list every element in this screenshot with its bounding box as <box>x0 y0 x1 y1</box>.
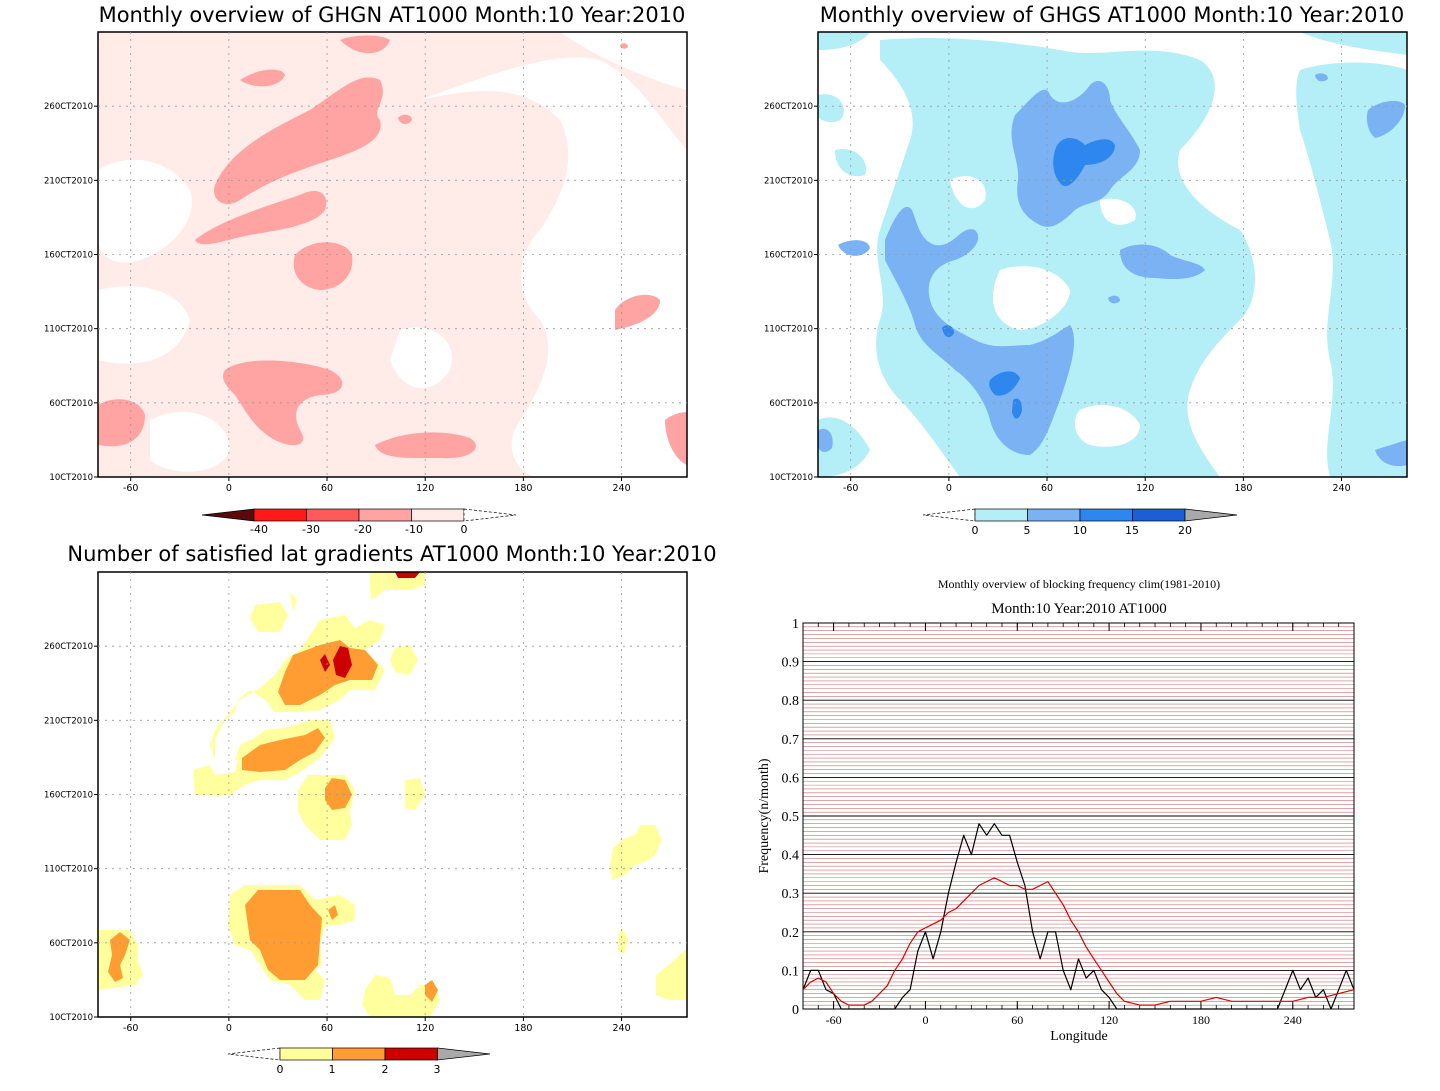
gradients-cbar-label: 3 <box>434 1063 441 1076</box>
x-tick-label: 240 <box>612 483 630 494</box>
ghgs-cbar-label: 10 <box>1073 524 1087 537</box>
y-tick-label: 160CT2010 <box>44 791 93 801</box>
y-tick-label: 160CT2010 <box>44 251 93 261</box>
x-tick-label: -60 <box>123 1023 139 1034</box>
blocking-ticks: 0 0.1 0.2 0.3 0.4 0.5 0.6 0.7 0.8 0.9 1 -60 0 60 120 18… <box>782 617 1355 1027</box>
ghgs-cbar-label: 0 <box>972 524 979 537</box>
ghgn-title: Monthly overview of GHGN AT1000 Month:10… <box>99 3 686 27</box>
ghgs-cbar-label: 15 <box>1125 524 1139 537</box>
y-tick-label: 60CT2010 <box>769 399 813 409</box>
x-tick-label: 180 <box>514 483 532 494</box>
blocking-subtitle: Month:10 Year:2010 AT1000 <box>991 601 1166 617</box>
ghgs-panel: Monthly overview of GHGS AT1000 Month:10… <box>764 3 1408 537</box>
gradients-panel: Number of satisfied lat gradients AT1000… <box>44 542 717 1076</box>
y-tick-label: 260CT2010 <box>764 102 813 112</box>
x-tick-label: 60 <box>1041 483 1053 494</box>
gradients-title: Number of satisfied lat gradients AT1000… <box>67 542 716 566</box>
x-tick-label: 0 <box>922 1013 928 1027</box>
y-tick-label: 160CT2010 <box>764 251 813 261</box>
x-tick-label: 180 <box>1234 483 1252 494</box>
blocking-title: Monthly overview of blocking frequency c… <box>938 577 1220 591</box>
x-tick-label: 240 <box>1332 483 1350 494</box>
series-red-line <box>802 877 1355 1006</box>
blocking-frequency-panel: Monthly overview of blocking frequency c… <box>757 577 1355 1044</box>
x-tick-label: 120 <box>416 483 434 494</box>
gradients-cbar-label: 1 <box>329 1063 336 1076</box>
blocking-minor-grid <box>803 626 1354 1006</box>
gradients-cbar-label: 2 <box>382 1063 389 1076</box>
ghgn-cbar-highend <box>463 508 517 522</box>
x-tick-label: 0 <box>946 483 952 494</box>
y-tick-label: 260CT2010 <box>44 102 93 112</box>
y-tick-label: 110CT2010 <box>44 325 93 335</box>
x-tick-label: 0 <box>226 1023 232 1034</box>
x-tick-label: 0 <box>226 483 232 494</box>
y-tick-label: 0.8 <box>782 694 800 709</box>
ghgs-cbar-label: 5 <box>1024 524 1031 537</box>
y-tick-label: 210CT2010 <box>764 176 813 186</box>
y-tick-label: 10CT2010 <box>769 473 813 483</box>
gradients-axes: -60 0 60 120 180 240 10CT2010 60CT2010 110CT2010… <box>44 572 687 1034</box>
y-tick-label: 1 <box>792 617 799 632</box>
y-tick-label: 0.5 <box>782 810 800 825</box>
gradients-cbar-lowend <box>227 1047 281 1061</box>
gradients-cbar-highend <box>437 1047 491 1061</box>
ghgs-cbar-label: 20 <box>1178 524 1192 537</box>
x-tick-label: 60 <box>321 1023 333 1034</box>
y-tick-label: 60CT2010 <box>49 399 93 409</box>
y-tick-label: 0.6 <box>782 771 800 786</box>
ghgn-cbar-label: -20 <box>354 523 372 536</box>
y-tick-label: 0.2 <box>782 926 800 941</box>
ghgn-panel: Monthly overview of GHGN AT1000 Month:10… <box>44 3 688 536</box>
y-tick-label: 0.9 <box>782 656 800 671</box>
y-tick-label: 0.1 <box>782 964 800 979</box>
x-tick-label: 60 <box>321 483 333 494</box>
ghgs-axes: -60 0 60 120 180 240 10CT2010 60CT2010 110CT2010… <box>764 32 1407 494</box>
ghgn-colorbar: -40 -30 -20 -10 0 <box>201 508 517 536</box>
x-tick-label: 240 <box>1284 1013 1302 1027</box>
x-tick-label: 120 <box>416 1023 434 1034</box>
y-tick-label: 210CT2010 <box>44 176 93 186</box>
y-tick-label: 210CT2010 <box>44 716 93 726</box>
blocking-ylabel: Frequency(n/month) <box>757 758 772 873</box>
y-tick-label: 0.7 <box>782 733 800 748</box>
y-tick-label: 110CT2010 <box>44 865 93 875</box>
x-tick-label: 120 <box>1100 1013 1118 1027</box>
x-tick-label: 60 <box>1011 1013 1023 1027</box>
y-tick-label: 110CT2010 <box>764 325 813 335</box>
ghgn-cbar-label: -30 <box>302 523 320 536</box>
y-tick-label: 10CT2010 <box>49 1013 93 1023</box>
gradients-colorbar: 0 1 2 3 <box>227 1047 491 1076</box>
ghgs-title: Monthly overview of GHGS AT1000 Month:10… <box>820 3 1404 27</box>
blocking-xlabel: Longitude <box>1050 1029 1108 1044</box>
ghgs-cbar-highend <box>1184 508 1238 522</box>
y-tick-label: 0 <box>792 1003 799 1018</box>
y-tick-label: 0.3 <box>782 887 800 902</box>
ghgn-cbar-label: 0 <box>461 523 468 536</box>
ghgn-axes: -60 0 60 120 180 240 10CT2010 60CT2010 110CT2010… <box>44 32 687 494</box>
x-tick-label: -60 <box>843 483 859 494</box>
ghgn-cbar-label: -10 <box>405 523 423 536</box>
series-black-line <box>802 823 1355 1010</box>
x-tick-label: 120 <box>1136 483 1154 494</box>
x-tick-label: 240 <box>612 1023 630 1034</box>
blocking-series <box>802 823 1355 1010</box>
x-tick-label: -60 <box>826 1013 842 1027</box>
ghgs-colorbar: 0 5 10 15 20 <box>922 508 1238 537</box>
ghgn-cbar-lowend <box>201 508 255 522</box>
gradients-cbar-label: 0 <box>277 1063 284 1076</box>
x-tick-label: 180 <box>1192 1013 1210 1027</box>
x-tick-label: -60 <box>123 483 139 494</box>
y-tick-label: 0.4 <box>782 849 800 864</box>
x-tick-label: 180 <box>514 1023 532 1034</box>
y-tick-label: 260CT2010 <box>44 642 93 652</box>
y-tick-label: 60CT2010 <box>49 939 93 949</box>
y-tick-label: 10CT2010 <box>49 473 93 483</box>
ghgs-cbar-lowend <box>922 508 976 522</box>
ghgn-cbar-label: -40 <box>250 523 268 536</box>
